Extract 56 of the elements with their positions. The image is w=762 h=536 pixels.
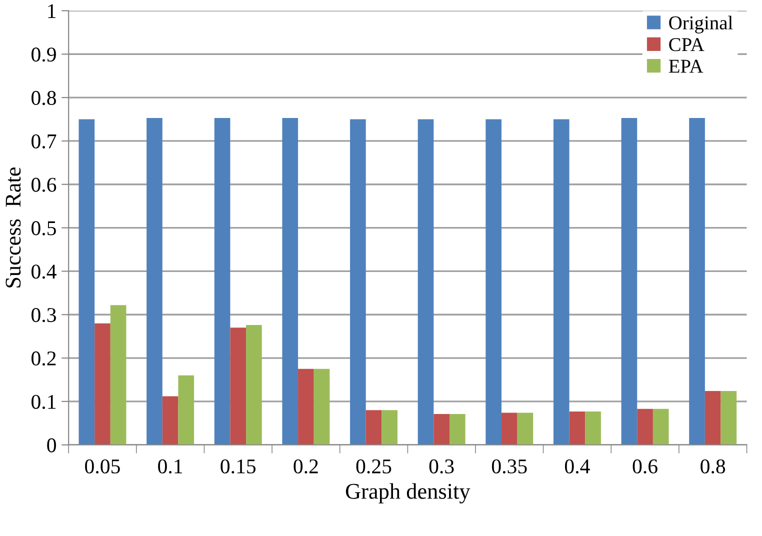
bar — [704, 391, 721, 445]
x-tick-label: 0.05 — [85, 459, 120, 474]
bar — [621, 118, 638, 445]
bar — [178, 375, 194, 445]
bar — [569, 411, 586, 445]
y-tick-label: 0 — [47, 438, 56, 452]
bar — [298, 368, 314, 445]
bar — [418, 119, 434, 445]
bar — [230, 328, 246, 445]
bar — [652, 408, 669, 445]
x-tick-label: 0.1 — [158, 459, 182, 474]
x-tick-label: 0.4 — [564, 459, 590, 474]
y-tick-label: 0.3 — [32, 308, 56, 322]
bar — [146, 118, 162, 445]
y-tick-label: 1 — [48, 4, 56, 18]
x-axis-title: Graph density — [346, 483, 470, 504]
bar — [517, 412, 534, 445]
y-tick-label: 0.8 — [32, 90, 56, 106]
y-tick-label: 0.1 — [32, 394, 56, 409]
y-tick-label: 0.5 — [32, 221, 56, 236]
bar — [720, 391, 737, 445]
bar — [366, 410, 382, 445]
bar — [214, 118, 230, 445]
bar — [434, 414, 450, 445]
bar — [382, 410, 398, 445]
x-tick-label: 0.3 — [429, 459, 454, 474]
legend-label: EPA — [668, 60, 704, 73]
x-tick-label: 0.8 — [700, 459, 726, 474]
legend-label: Original — [669, 16, 733, 34]
y-tick-label: 0.9 — [32, 48, 56, 62]
y-tick-label: 0.2 — [32, 351, 56, 366]
y-tick-label: 0.4 — [32, 264, 56, 279]
bar — [449, 414, 466, 445]
bar — [553, 119, 570, 445]
bar — [314, 368, 330, 445]
bar — [246, 325, 262, 445]
bar — [162, 396, 178, 445]
bar — [110, 305, 126, 445]
x-tick-label: 0.2 — [294, 459, 318, 474]
x-tick-label: 0.25 — [356, 459, 392, 474]
y-axis-title: Success Rate — [6, 167, 21, 288]
legend-label: CPA — [669, 38, 704, 52]
bar — [486, 119, 502, 445]
bar — [501, 412, 518, 445]
bar — [585, 411, 601, 445]
bar — [78, 119, 95, 445]
y-tick-label: 0.6 — [32, 178, 56, 192]
bar — [637, 408, 653, 445]
x-tick-label: 0.35 — [492, 459, 527, 474]
bar — [282, 118, 298, 445]
bar — [689, 118, 705, 445]
y-tick-label: 0.7 — [32, 134, 56, 148]
bar — [94, 323, 110, 445]
x-tick-label: 0.15 — [220, 459, 256, 474]
x-tick-label: 0.6 — [632, 459, 658, 474]
bar — [350, 119, 366, 445]
